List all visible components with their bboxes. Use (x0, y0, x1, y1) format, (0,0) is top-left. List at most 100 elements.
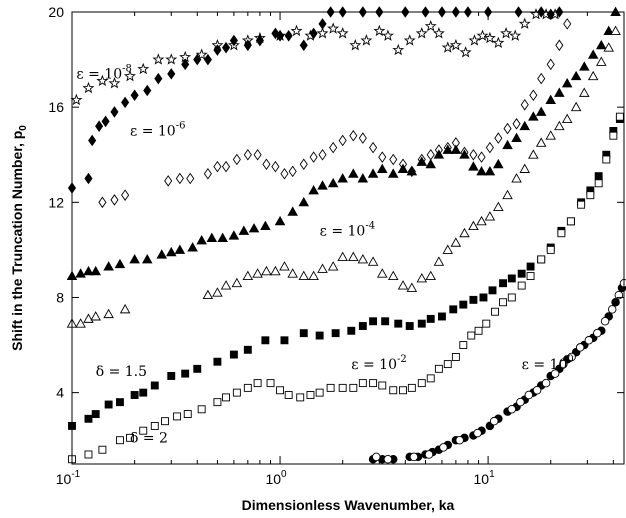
diamond-open-point (503, 122, 512, 135)
square-filled-point (449, 305, 458, 314)
diamond-open-point (520, 98, 529, 111)
star-open-point (415, 27, 428, 39)
triangle-filled-point (554, 87, 565, 97)
square-open-point (459, 341, 468, 350)
square-open-point (417, 379, 426, 388)
triangle-open-point (308, 270, 319, 281)
triangle-open-point (279, 261, 290, 271)
square-open-point (306, 391, 315, 399)
triangle-open-point (261, 265, 272, 276)
triangle-filled-point (367, 168, 379, 178)
circle-open-point (489, 416, 499, 426)
square-open-point (451, 352, 460, 361)
square-open-point (594, 179, 603, 188)
diamond-filled-point (213, 44, 222, 56)
square-open-point (253, 379, 262, 388)
star-open-point (483, 31, 496, 44)
square-open-point (213, 398, 222, 407)
diamond-open-point (338, 134, 347, 147)
square-open-point (474, 326, 483, 335)
x-tick-base: 10 (474, 471, 490, 487)
y-axis-label-subscript: 0 (18, 125, 29, 131)
triangle-filled-point (570, 70, 582, 81)
diamond-open-point (469, 148, 478, 161)
square-open-point (546, 245, 555, 254)
triangle-open-point (387, 270, 399, 281)
diamond-filled-point (110, 106, 119, 118)
star-open-point (500, 27, 512, 39)
diamond-filled-point (229, 34, 238, 47)
diamond-filled-point (88, 134, 97, 147)
diamond-open-point (318, 148, 327, 161)
triangle-open-point (348, 251, 359, 261)
diamond-open-point (563, 18, 572, 30)
star-open-point (152, 53, 165, 65)
triangle-filled-point (75, 268, 86, 278)
triangle-filled-point (228, 230, 240, 240)
triangle-filled-point (416, 156, 428, 166)
x-tick-exponent: -1 (71, 469, 80, 480)
series-annotation: δ = 2 (130, 431, 168, 447)
triangle-open-point (450, 237, 462, 247)
circle-open-point (559, 359, 568, 369)
circle-open-point (372, 452, 381, 462)
triangle-open-point (202, 289, 214, 300)
star-open-point (509, 29, 522, 41)
circle-open-point (473, 428, 482, 438)
triangle-open-point (561, 113, 573, 124)
square-filled-point (381, 317, 390, 326)
triangle-filled-point (484, 165, 496, 176)
diamond-filled-point (193, 53, 202, 66)
triangle-filled-point (206, 232, 218, 242)
series-annotation: ε = 10-4 (320, 221, 375, 240)
square-filled-point (299, 329, 308, 338)
circle-open-point (424, 450, 434, 459)
circle-open-point (383, 454, 393, 464)
triangle-open-point (442, 244, 454, 254)
star-open-point (392, 43, 405, 56)
triangle-filled-point (493, 158, 504, 169)
diamond-open-point (288, 165, 297, 178)
diamond-filled-point (203, 53, 212, 66)
triangle-open-point (459, 227, 470, 238)
y-tick-label: 16 (48, 99, 64, 115)
triangle-open-point (252, 268, 263, 278)
square-filled-point (193, 364, 202, 373)
diamond-filled-point (284, 30, 293, 42)
x-tick-base: 10 (265, 471, 281, 487)
annotation-text: ε = 10 (130, 124, 176, 140)
square-open-point (222, 393, 230, 402)
star-open-point (349, 38, 362, 51)
square-filled-point (104, 400, 113, 409)
square-open-point (407, 383, 416, 392)
square-open-point (161, 417, 169, 426)
square-open-point (566, 217, 575, 226)
triangle-open-point (535, 137, 547, 147)
triangle-open-point (337, 251, 348, 261)
x-tick-label: 100 (265, 469, 287, 487)
triangle-filled-point (450, 144, 462, 154)
diamond-open-point (529, 89, 538, 102)
diamond-filled-point (309, 27, 318, 40)
square-filled-point (594, 172, 603, 181)
square-open-point (389, 386, 398, 395)
triangle-filled-point (327, 177, 339, 188)
circle-open-point (516, 397, 525, 407)
diamond-open-point (426, 148, 435, 161)
diamond-open-point (121, 189, 130, 201)
diamond-open-point (110, 194, 119, 206)
triangle-open-point (317, 263, 328, 273)
square-filled-point (517, 269, 526, 278)
square-open-point (609, 131, 618, 140)
square-open-point (499, 298, 508, 307)
star-open-point (476, 29, 489, 41)
triangle-filled-point (217, 232, 228, 242)
square-open-point (586, 191, 595, 200)
square-filled-point (369, 317, 378, 326)
square-open-point (150, 421, 159, 430)
diamond-filled-point (299, 39, 308, 52)
square-filled-point (437, 312, 446, 321)
annotation-exponent: -6 (176, 121, 186, 132)
star-open-point (403, 34, 416, 46)
